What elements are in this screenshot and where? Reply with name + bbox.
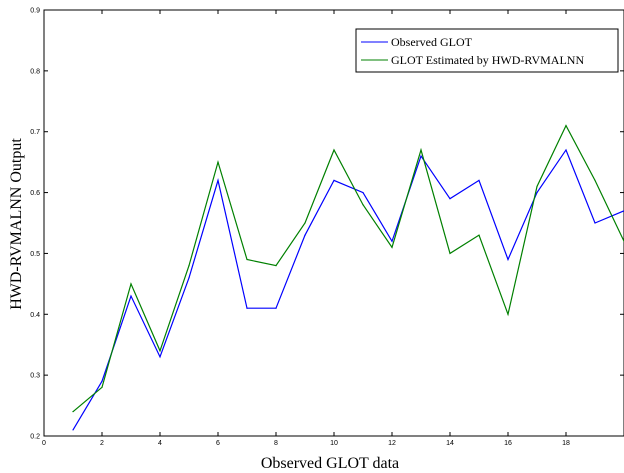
data-point <box>101 386 103 388</box>
data-point <box>246 258 248 261</box>
data-point <box>159 356 161 358</box>
series-line-0 <box>72 148 624 431</box>
x-tick-label: 8 <box>274 440 278 447</box>
x-tick-label: 12 <box>388 440 396 447</box>
x-tick-label: 4 <box>158 440 162 447</box>
data-point <box>391 246 393 248</box>
data-point <box>478 234 480 236</box>
data-point <box>362 191 364 194</box>
x-tick-label: 2 <box>100 440 104 447</box>
y-tick-label: 0.4 <box>30 312 40 319</box>
data-point <box>478 179 480 181</box>
data-point <box>536 185 538 188</box>
y-tick-label: 0.8 <box>30 68 40 75</box>
series-lines <box>72 124 624 431</box>
series-line-1 <box>72 124 624 413</box>
x-tick-label: 14 <box>446 440 454 447</box>
legend-label-observed: Observed GLOT <box>391 35 473 49</box>
y-tick-label: 0.5 <box>30 251 40 258</box>
data-point <box>130 283 132 285</box>
legend-label-estimated: GLOT Estimated by HWD-RVMALNN <box>391 53 584 67</box>
data-point <box>333 149 335 151</box>
data-point <box>72 429 74 431</box>
legend: Observed GLOT GLOT Estimated by HWD-RVMA… <box>355 28 619 73</box>
x-tick-label: 10 <box>330 440 338 447</box>
data-point <box>565 125 567 127</box>
y-tick-label: 0.9 <box>30 8 40 15</box>
y-tick-label: 0.6 <box>30 190 40 197</box>
data-point <box>130 295 132 297</box>
x-tick-labels: 0 2 4 6 8 10 12 14 16 18 <box>42 440 570 447</box>
data-point <box>246 307 248 309</box>
series-0 <box>72 148 624 431</box>
x-tick-label: 0 <box>42 440 46 447</box>
data-point <box>275 265 277 267</box>
legend-box <box>355 28 619 73</box>
data-point <box>362 204 364 206</box>
data-point <box>304 234 306 236</box>
data-point <box>420 149 422 151</box>
data-point <box>594 179 596 181</box>
data-point <box>420 155 422 157</box>
data-point <box>101 380 103 382</box>
x-axis-title: Observed GLOT data <box>261 455 399 472</box>
y-tick-labels: 0.2 0.3 0.4 0.5 0.6 0.7 0.8 0.9 <box>30 8 40 441</box>
data-point <box>188 265 190 267</box>
data-point <box>391 240 393 242</box>
x-tick-label: 18 <box>562 440 570 447</box>
y-tick-label: 0.3 <box>30 373 40 380</box>
x-tick-label: 6 <box>216 440 220 447</box>
data-point <box>449 252 451 255</box>
data-point <box>565 149 567 151</box>
y-tick-label: 0.2 <box>30 434 40 441</box>
data-point <box>72 411 74 413</box>
y-tick-label: 0.7 <box>30 129 40 136</box>
data-point <box>159 350 161 352</box>
data-point <box>304 222 306 224</box>
data-point <box>217 179 219 181</box>
data-point <box>449 198 451 200</box>
plot-area <box>43 9 624 437</box>
y-axis-title: HWD-RVMALNN Output <box>8 138 25 310</box>
data-point <box>275 307 277 309</box>
data-point <box>507 313 509 315</box>
data-point <box>594 222 596 224</box>
data-point <box>188 277 190 279</box>
data-point <box>217 161 219 163</box>
data-point <box>507 258 509 261</box>
x-tick-label: 16 <box>504 440 512 447</box>
axis-ticks <box>43 9 624 437</box>
data-point <box>536 191 538 194</box>
data-point <box>333 179 335 181</box>
